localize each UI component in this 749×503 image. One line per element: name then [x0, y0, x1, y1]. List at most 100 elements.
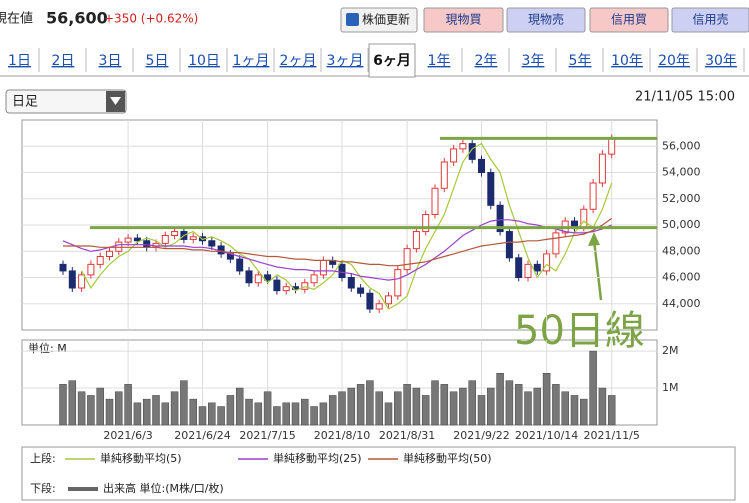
- candle-body: [580, 208, 588, 229]
- tab[interactable]: 2ヶ月: [280, 53, 317, 69]
- x-tick-label: 2021/10/14: [515, 429, 578, 442]
- x-tick-label: 2021/6/3: [103, 429, 152, 442]
- dropdown[interactable]: 日足: [5, 89, 127, 114]
- x-tick-label: 2021/7/15: [239, 429, 295, 442]
- y-tick-label: 52,000: [662, 192, 701, 205]
- candle-body: [366, 292, 374, 310]
- dropdown-box[interactable]: [5, 89, 127, 114]
- candle-body: [217, 245, 225, 255]
- legend-upper: 上段:: [30, 451, 56, 465]
- tab[interactable]: 1年: [428, 53, 451, 69]
- volume-bar: [235, 387, 244, 426]
- volume-bar: [226, 395, 235, 426]
- volume-bar: [552, 384, 560, 426]
- volume-bar: [384, 402, 393, 426]
- volume-bar: [77, 391, 86, 426]
- button-label[interactable]: 現物売: [528, 12, 564, 27]
- annotation-arrow: [592, 239, 603, 301]
- candle-body: [96, 256, 104, 265]
- volume-bar: [291, 402, 300, 426]
- candle-body: [394, 269, 402, 297]
- candle-body: [171, 231, 179, 236]
- candle-body: [543, 253, 551, 272]
- button[interactable]: [340, 7, 418, 33]
- button-label[interactable]: 株価更新: [362, 12, 410, 27]
- volume-bar: [338, 391, 346, 426]
- candle-body: [133, 237, 141, 242]
- candle-body: [59, 263, 67, 272]
- dropdown-label: 日足: [12, 95, 38, 110]
- candle-body: [254, 274, 262, 284]
- candle-body: [468, 143, 476, 160]
- volume-bar: [142, 398, 151, 426]
- legend-label: 単純移動平均(5): [100, 451, 182, 465]
- candle-body: [459, 143, 467, 150]
- candle-body: [143, 240, 151, 248]
- volume-bar: [366, 380, 374, 426]
- volume-bar: [310, 406, 318, 426]
- tab[interactable]: 10年: [611, 53, 643, 69]
- button[interactable]: [671, 7, 749, 33]
- button[interactable]: [506, 7, 586, 33]
- button-label[interactable]: 信用売: [692, 12, 728, 27]
- legend-volume: 出来高 単位:(M株/口/枚): [103, 481, 224, 495]
- volume-bar: [59, 384, 67, 426]
- volume-bar: [356, 384, 365, 426]
- tab-selected[interactable]: [368, 43, 416, 78]
- candle-body: [357, 287, 365, 294]
- tab[interactable]: 1日: [8, 53, 31, 69]
- button[interactable]: [423, 7, 504, 33]
- candle-body: [115, 241, 123, 252]
- button-label[interactable]: 信用買: [611, 13, 647, 27]
- volume-bar: [245, 398, 253, 426]
- y-tick-label: 46,000: [662, 271, 701, 284]
- tab[interactable]: 2年: [475, 53, 498, 69]
- volume-bar: [580, 398, 588, 426]
- volume-bar: [598, 387, 607, 426]
- tab[interactable]: 10日: [188, 53, 220, 69]
- tab[interactable]: 3日: [99, 53, 122, 69]
- volume-bar: [133, 402, 142, 426]
- tab[interactable]: 30年: [705, 53, 737, 69]
- candle-body: [533, 263, 541, 272]
- volume-bar: [468, 380, 476, 426]
- y-tick-label: 56,000: [662, 139, 701, 152]
- candle-body: [208, 240, 216, 247]
- candle-body: [385, 295, 392, 305]
- tab[interactable]: 5年: [569, 53, 592, 69]
- tab[interactable]: 1ヶ月: [233, 53, 270, 69]
- candle-body: [310, 274, 318, 284]
- volume-tick-label: 1M: [662, 381, 679, 394]
- candle-body: [412, 231, 420, 250]
- volume-bar: [561, 391, 569, 426]
- tab[interactable]: 5日: [146, 53, 169, 69]
- button-label[interactable]: 現物買: [445, 13, 481, 27]
- tab[interactable]: 3ヶ月: [327, 53, 364, 69]
- candle-body: [245, 270, 253, 284]
- tab[interactable]: 6ヶ月: [373, 53, 411, 69]
- candle-body: [282, 286, 290, 292]
- volume-bar: [477, 395, 486, 426]
- volume-bar: [505, 380, 514, 426]
- candle-body: [264, 274, 272, 281]
- candle-body: [431, 187, 439, 215]
- volume-bar: [96, 387, 104, 426]
- button[interactable]: [589, 7, 669, 33]
- tab[interactable]: 20年: [658, 53, 690, 69]
- candle-body: [496, 204, 504, 233]
- volume-unit: 単位: M: [28, 341, 67, 355]
- ma-line: [63, 217, 613, 267]
- x-tick-label: 2021/9/22: [453, 429, 509, 442]
- volume-bar: [459, 387, 467, 426]
- candle-body: [422, 214, 430, 233]
- volume-bar: [301, 398, 309, 426]
- volume-bar: [440, 384, 449, 426]
- candle-body: [487, 172, 495, 206]
- volume-bar: [115, 391, 123, 426]
- candle-body: [236, 258, 244, 272]
- volume-bar: [319, 402, 328, 426]
- tab[interactable]: 3年: [522, 53, 545, 69]
- tab[interactable]: 2日: [52, 53, 75, 69]
